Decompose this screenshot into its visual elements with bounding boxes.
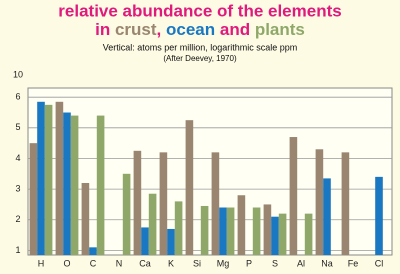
x-tick-label: P (246, 258, 252, 268)
x-tick-label: Al (297, 258, 305, 268)
y-tick-label: 3 (15, 183, 20, 193)
bar (237, 195, 246, 255)
bar (70, 115, 79, 256)
bar (96, 115, 105, 256)
bar (148, 193, 157, 255)
x-tick-label: K (168, 258, 174, 268)
bar (122, 173, 131, 255)
chart-title-line2: in crust, ocean and plants (95, 20, 305, 39)
subtitle: Vertical: atoms per million, logarithmic… (103, 42, 298, 52)
title-text: , (157, 20, 166, 39)
bar (211, 152, 220, 255)
bar (44, 104, 53, 255)
bar (289, 137, 298, 255)
bar (375, 176, 383, 255)
bar (278, 213, 287, 255)
y-tick-label: 6 (15, 92, 20, 102)
bar (37, 101, 45, 255)
bar (133, 150, 142, 255)
chart-title: relative abundance of the elements (58, 1, 341, 20)
x-tick-label: Cl (375, 258, 384, 268)
bar (315, 149, 324, 255)
x-tick-label: N (116, 258, 123, 268)
bar (252, 207, 261, 255)
bar (263, 204, 272, 255)
y-tick-label: 2 (15, 214, 20, 224)
x-tick-label: Na (321, 258, 333, 268)
bar (167, 228, 175, 255)
legend-plants: plants (255, 20, 305, 39)
y-tick-label: 1 (15, 245, 20, 255)
source: (After Deevey, 1970) (163, 54, 237, 63)
legend-crust: crust (115, 20, 157, 39)
x-tick-label: S (272, 258, 278, 268)
bar (159, 152, 168, 255)
y-tick-label: 5 (15, 122, 20, 132)
title-text: in (95, 20, 115, 39)
bar (200, 205, 209, 255)
bar (185, 120, 194, 255)
bar (219, 207, 227, 255)
x-tick-label: Mg (217, 258, 230, 268)
y-tick-label: 4 (15, 153, 20, 163)
x-tick-label: Si (193, 258, 201, 268)
x-tick-label: H (38, 258, 45, 268)
bar (89, 247, 97, 255)
bar (304, 213, 313, 255)
bar (63, 112, 71, 255)
bar (271, 216, 279, 255)
bar (29, 143, 38, 255)
bar (341, 152, 350, 255)
title-text: and (215, 20, 255, 39)
bar (226, 207, 235, 255)
bar (323, 178, 331, 255)
bar (141, 227, 149, 255)
x-tick-label: Fe (348, 258, 359, 268)
x-tick-label: O (63, 258, 70, 268)
x-tick-label: Ca (139, 258, 151, 268)
x-tick-label: C (90, 258, 97, 268)
bar (55, 101, 64, 255)
bar (174, 201, 183, 255)
legend-ocean: ocean (166, 20, 215, 39)
y-axis-label: 10 (13, 69, 23, 79)
bar (81, 182, 90, 255)
